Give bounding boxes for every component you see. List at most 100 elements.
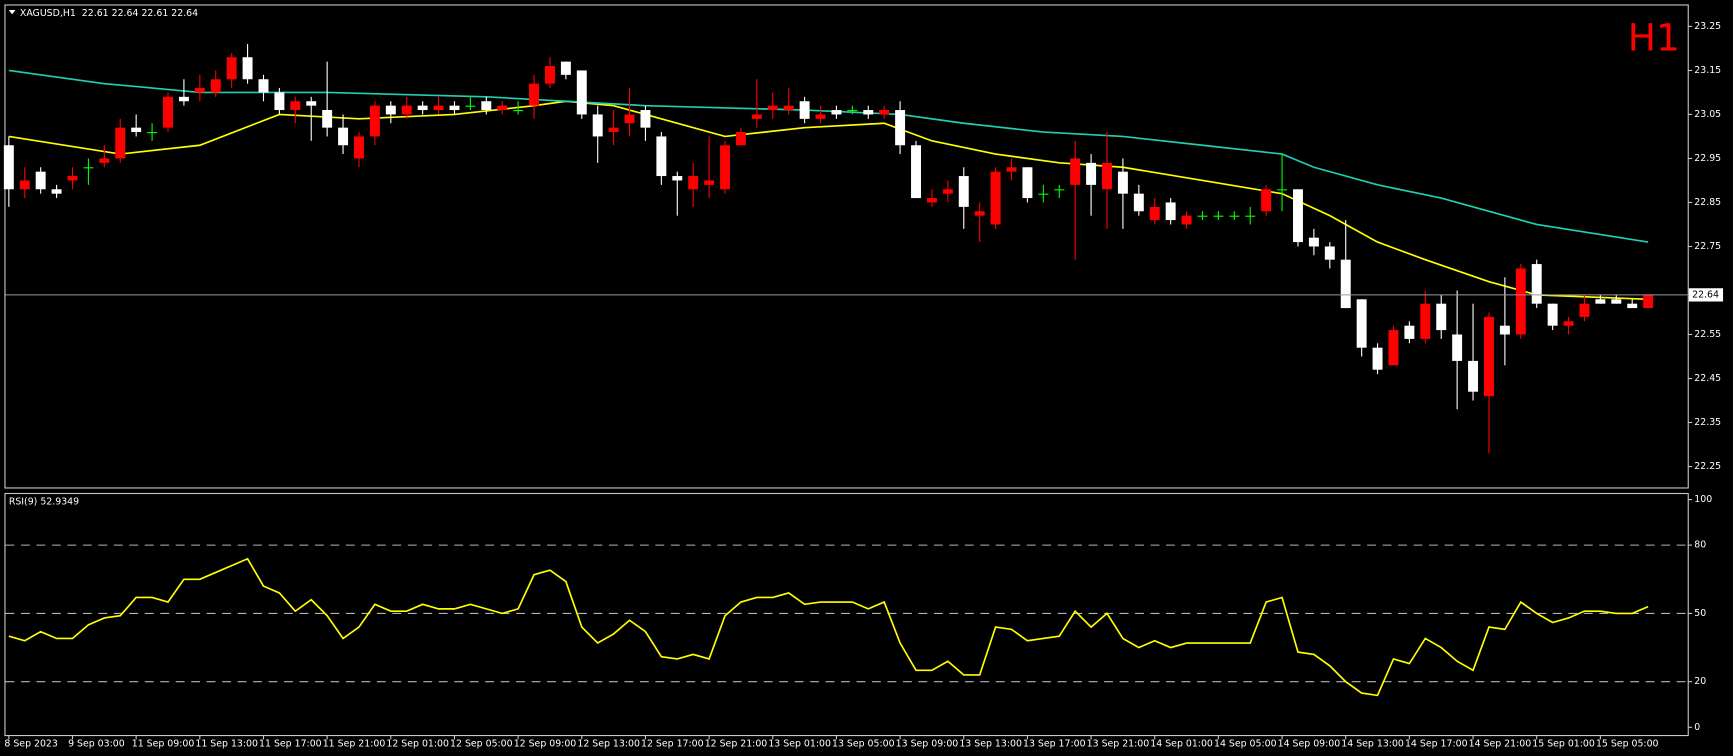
candle-body (1579, 303, 1590, 317)
y-tick-label: 20 (1694, 676, 1706, 687)
candle-body (354, 136, 364, 159)
candle-body (990, 171, 1001, 225)
candle-body (338, 127, 349, 146)
candle-body (942, 189, 953, 194)
y-tick-label: 22.75 (1694, 241, 1721, 252)
x-tick-label: 14 Sep 05:00 (1214, 738, 1277, 749)
candle-body (1149, 206, 1160, 221)
candle-body (194, 88, 205, 93)
moving-average (8, 100, 1649, 301)
candle-body (1483, 316, 1494, 397)
candle-body (1165, 202, 1176, 221)
candle-body (1388, 330, 1399, 366)
x-tick-label: 12 Sep 05:00 (450, 738, 513, 749)
candle-body (592, 114, 603, 137)
candle-body (895, 110, 906, 146)
menu-arrow[interactable] (8, 9, 16, 15)
x-tick-label: 13 Sep 17:00 (1023, 738, 1086, 749)
rsi-title: RSI(9) 52.9349 (9, 496, 79, 507)
candle-body (369, 105, 380, 137)
x-tick-label: 15 Sep 05:00 (1596, 738, 1659, 749)
candle-body (1563, 321, 1574, 326)
candle-body (1531, 264, 1542, 304)
y-tick-label: 22.95 (1694, 153, 1721, 164)
candle-body (513, 110, 524, 112)
candle-body (1468, 360, 1479, 392)
x-tick-label: 14 Sep 13:00 (1341, 738, 1404, 749)
candle-body (417, 105, 428, 111)
candle-body (926, 198, 937, 203)
x-tick-label: 12 Sep 21:00 (705, 738, 768, 749)
last-price-box (1688, 288, 1724, 302)
candle-body (1436, 303, 1447, 331)
candle-body (1022, 167, 1033, 199)
x-tick-label: 13 Sep 09:00 (896, 738, 959, 749)
x-tick-label: 9 Sep 03:00 (68, 738, 125, 749)
candle-body (147, 132, 158, 134)
candle-body (672, 176, 683, 181)
candle-body (1086, 162, 1097, 185)
x-tick-label: 11 Sep 17:00 (259, 738, 322, 749)
candle-body (1324, 246, 1335, 260)
candle-body (1452, 334, 1463, 361)
x-tick-label: 13 Sep 21:00 (1087, 738, 1150, 749)
y-tick-label: 22.55 (1694, 329, 1721, 340)
candle-body (1054, 189, 1065, 191)
candle-body (1515, 268, 1526, 335)
candle-body (720, 145, 731, 190)
y-tick-label: 22.85 (1694, 197, 1721, 208)
y-tick-label: 80 (1694, 540, 1706, 551)
candle-body (529, 83, 540, 106)
y-tick-label: 23.25 (1694, 21, 1721, 32)
candle-body (831, 110, 842, 115)
candle-body (640, 110, 651, 128)
y-tick-label: 22.35 (1694, 417, 1721, 428)
candle-body (306, 101, 317, 106)
candle-body (1627, 303, 1638, 309)
candle-body (226, 57, 237, 80)
candle-body (51, 189, 62, 194)
candle-body (1006, 167, 1017, 172)
x-tick-label: 15 Sep 01:00 (1532, 738, 1595, 749)
candle-body (1213, 215, 1224, 217)
candle-body (1293, 189, 1303, 243)
candle-body (1499, 325, 1510, 335)
y-tick-label: 22.45 (1694, 373, 1721, 384)
x-tick-label: 11 Sep 13:00 (195, 738, 258, 749)
x-tick-label: 12 Sep 17:00 (641, 738, 704, 749)
y-tick-label: 23.05 (1694, 109, 1721, 120)
candle-body (67, 176, 78, 181)
candle-body (290, 101, 301, 111)
x-tick-label: 14 Sep 17:00 (1405, 738, 1468, 749)
candle-body (1611, 299, 1622, 304)
candle-body (115, 127, 126, 159)
candle-body (19, 180, 30, 190)
x-tick-label: 13 Sep 13:00 (959, 738, 1022, 749)
candle-body (1245, 215, 1256, 217)
candle-body (799, 101, 810, 119)
candle-body (815, 114, 826, 119)
candle-body (1356, 299, 1367, 348)
candle-body (401, 105, 412, 115)
candle-body (1261, 189, 1272, 212)
rsi-panel (4, 492, 1689, 737)
candle-body (544, 66, 555, 84)
candle-body (608, 127, 619, 133)
candle-body (767, 105, 778, 111)
candle-body (1340, 259, 1351, 309)
candle-body (751, 114, 762, 119)
x-tick-label: 14 Sep 09:00 (1278, 738, 1341, 749)
candle-body (911, 145, 921, 199)
rsi-line (8, 557, 1649, 697)
x-tick-label: 14 Sep 21:00 (1469, 738, 1532, 749)
timeframe-label: H1 (1628, 15, 1680, 59)
y-tick-label: 0 (1694, 722, 1700, 733)
candle-body (163, 96, 173, 128)
candle-body (735, 132, 746, 146)
x-tick-label: 8 Sep 2023 (4, 738, 57, 749)
candle-body (322, 110, 333, 128)
candle-body (465, 105, 476, 107)
candle-body (656, 136, 667, 177)
candle-body (560, 61, 571, 75)
